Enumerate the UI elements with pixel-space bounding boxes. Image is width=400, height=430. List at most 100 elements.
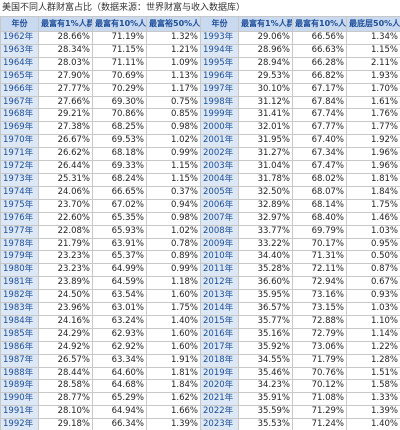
- value-cell: 63.91%: [92, 237, 147, 252]
- value-cell: 1.92%: [346, 134, 400, 149]
- year-cell: 1972年: [0, 160, 39, 174]
- value-cell: 0.99%: [146, 147, 201, 162]
- value-cell: 70.69%: [92, 69, 147, 84]
- table: 年份最富有1%人群最富有10%人群最富裕50%人群年份最富有1%人群最富有10%…: [0, 16, 400, 430]
- value-cell: 27.77%: [38, 82, 93, 97]
- value-cell: 1.10%: [346, 314, 400, 329]
- value-cell: 32.50%: [238, 185, 293, 200]
- value-cell: 36.57%: [238, 302, 293, 316]
- value-cell: 65.93%: [92, 224, 147, 239]
- value-cell: 68.25%: [92, 121, 147, 136]
- value-cell: 27.66%: [38, 95, 93, 110]
- year-cell: 1989年: [0, 379, 39, 394]
- value-cell: 33.77%: [238, 224, 293, 239]
- value-cell: 31.27%: [238, 147, 293, 162]
- year-cell: 2002年: [200, 147, 239, 162]
- value-cell: 0.95%: [346, 237, 400, 252]
- table-row: 1981年 23.89% 64.59% 1.18% 2012年 36.60% 72.94% 0…: [0, 276, 400, 291]
- value-cell: 71.15%: [92, 43, 147, 58]
- year-cell: 2005年: [200, 185, 239, 200]
- year-cell: 1962年: [0, 31, 39, 45]
- value-cell: 69.33%: [92, 160, 147, 174]
- year-cell: 2003年: [200, 160, 239, 174]
- value-cell: 26.57%: [38, 353, 93, 368]
- value-cell: 28.96%: [238, 43, 293, 58]
- value-cell: 31.41%: [238, 108, 293, 123]
- value-cell: 68.07%: [292, 185, 347, 200]
- value-cell: 70.76%: [292, 366, 347, 381]
- value-cell: 23.89%: [38, 276, 93, 291]
- value-cell: 31.04%: [238, 160, 293, 174]
- table-row: 1965年 27.90% 70.69% 1.13% 1996年 29.53% 66.82% 1…: [0, 69, 400, 84]
- value-cell: 1.32%: [146, 31, 201, 45]
- table-row: 1982年 24.50% 63.54% 1.60% 2013年 35.95% 73.16% 0…: [0, 289, 400, 304]
- year-cell: 2017年: [200, 340, 239, 355]
- value-cell: 67.74%: [292, 108, 347, 123]
- value-cell: 28.77%: [38, 392, 93, 407]
- value-cell: 69.53%: [92, 134, 147, 149]
- value-cell: 62.92%: [92, 340, 147, 355]
- value-cell: 1.21%: [146, 43, 201, 58]
- table-row: 1989年 28.58% 64.68% 1.84% 2020年 34.23% 70.12% 1…: [0, 379, 400, 394]
- value-cell: 67.17%: [292, 82, 347, 97]
- value-cell: 1.58%: [346, 379, 400, 394]
- value-cell: 32.97%: [238, 211, 293, 226]
- value-cell: 64.94%: [92, 405, 147, 420]
- column-header: 最富有10%人群: [292, 16, 347, 32]
- year-cell: 1978年: [0, 237, 39, 252]
- value-cell: 28.03%: [38, 56, 93, 71]
- value-cell: 1.77%: [346, 121, 400, 136]
- value-cell: 67.02%: [92, 198, 147, 213]
- value-cell: 1.17%: [146, 82, 201, 97]
- value-cell: 30.10%: [238, 82, 293, 97]
- value-cell: 1.61%: [346, 95, 400, 110]
- value-cell: 73.16%: [292, 289, 347, 304]
- year-cell: 1987年: [0, 353, 39, 368]
- value-cell: 0.50%: [346, 250, 400, 265]
- value-cell: 24.92%: [38, 340, 93, 355]
- value-cell: 32.01%: [238, 121, 293, 136]
- value-cell: 64.59%: [92, 276, 147, 291]
- value-cell: 1.13%: [146, 69, 201, 84]
- value-cell: 73.15%: [292, 302, 347, 316]
- table-row: 1970年 26.67% 69.53% 1.02% 2001年 31.95% 67.40% 1…: [0, 134, 400, 149]
- table-row: 1974年 24.06% 66.65% 0.37% 2005年 32.50% 68.07% 1…: [0, 185, 400, 200]
- value-cell: 0.93%: [346, 289, 400, 304]
- value-cell: 23.23%: [38, 250, 93, 265]
- value-cell: 1.14%: [346, 327, 400, 342]
- table-row: 1971年 26.62% 68.18% 0.99% 2002年 31.27% 67.34% 1…: [0, 147, 400, 162]
- year-cell: 2001年: [200, 134, 239, 149]
- column-header: 年份: [0, 16, 39, 32]
- value-cell: 70.12%: [292, 379, 347, 394]
- year-cell: 2020年: [200, 379, 239, 394]
- value-cell: 65.37%: [92, 250, 147, 265]
- year-cell: 1996年: [200, 69, 239, 84]
- value-cell: 66.56%: [292, 31, 347, 45]
- year-cell: 1975年: [0, 198, 39, 213]
- table-row: 1968年 29.21% 70.86% 0.85% 1999年 31.41% 67.74% 1…: [0, 108, 400, 123]
- value-cell: 63.54%: [92, 289, 147, 304]
- value-cell: 1.75%: [146, 302, 201, 316]
- year-cell: 2010年: [200, 250, 239, 265]
- year-cell: 1965年: [0, 69, 39, 84]
- value-cell: 1.84%: [346, 185, 400, 200]
- value-cell: 72.79%: [292, 327, 347, 342]
- year-cell: 2012年: [200, 276, 239, 291]
- value-cell: 21.79%: [38, 237, 93, 252]
- year-cell: 1998年: [200, 95, 239, 110]
- year-cell: 1967年: [0, 95, 39, 110]
- value-cell: 35.53%: [238, 418, 293, 430]
- year-cell: 1997年: [200, 82, 239, 97]
- table-row: 1991年 28.10% 64.94% 1.66% 2022年 35.59% 71.29% 1…: [0, 405, 400, 420]
- value-cell: 35.77%: [238, 314, 293, 329]
- value-cell: 26.67%: [38, 134, 93, 149]
- year-cell: 1999年: [200, 108, 239, 123]
- table-row: 1962年 28.66% 71.19% 1.32% 1993年 29.06% 66.56% 1…: [0, 31, 400, 45]
- year-cell: 1995年: [200, 56, 239, 71]
- value-cell: 22.60%: [38, 211, 93, 226]
- value-cell: 29.06%: [238, 31, 293, 45]
- year-cell: 1971年: [0, 147, 39, 162]
- table-row: 1963年 28.34% 71.15% 1.21% 1994年 28.96% 66.63% 1…: [0, 43, 400, 58]
- value-cell: 71.79%: [292, 353, 347, 368]
- year-cell: 1986年: [0, 340, 39, 355]
